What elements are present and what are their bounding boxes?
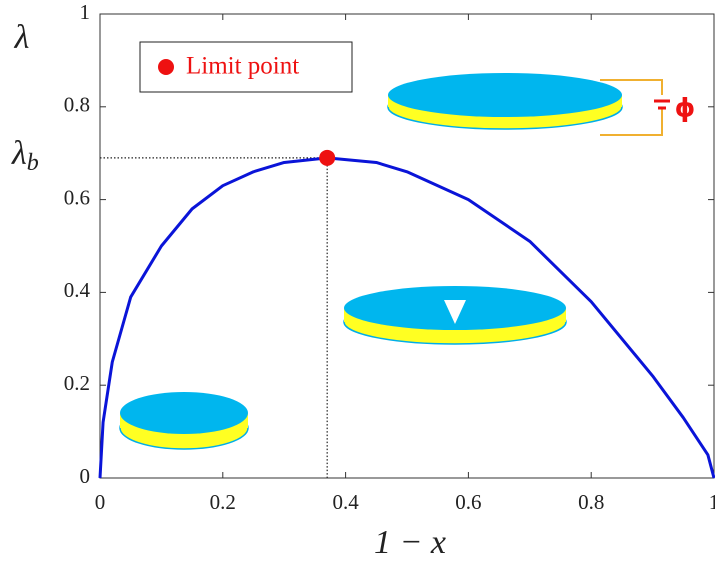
x-tick-label: 0.4 — [332, 490, 359, 514]
limit-point — [319, 149, 336, 166]
y-tick-label: 1 — [80, 0, 91, 24]
y-tick-label: 0 — [80, 464, 91, 488]
legend-label: Limit point — [186, 53, 299, 80]
y-annotation-subscript: b — [27, 149, 39, 175]
y-tick-label: 0.6 — [64, 185, 90, 209]
y-axis-label: λ — [14, 19, 30, 56]
disc-top — [387, 73, 670, 136]
voltage-label: ϕ — [675, 94, 696, 124]
y-annotation: λb — [11, 135, 39, 176]
y-tick-label: 0.4 — [64, 278, 91, 302]
legend-box — [139, 41, 353, 93]
x-tick-label: 0.2 — [210, 490, 236, 514]
x-tick-label: 0.8 — [578, 490, 604, 514]
y-tick-label: 0.2 — [64, 371, 90, 395]
x-tick-label: 1 — [709, 490, 715, 514]
legend-marker — [158, 59, 174, 75]
y-tick-label: 0.8 — [64, 93, 90, 117]
disc-middle — [343, 286, 567, 345]
x-tick-label: 0.6 — [455, 490, 481, 514]
x-axis-label: 1 − x — [374, 524, 446, 561]
x-tick-label: 0 — [95, 490, 106, 514]
disc-small — [119, 392, 249, 450]
legend: Limit point — [139, 41, 353, 93]
plot-frame — [99, 13, 715, 479]
y-annotation-symbol: λ — [11, 135, 27, 172]
